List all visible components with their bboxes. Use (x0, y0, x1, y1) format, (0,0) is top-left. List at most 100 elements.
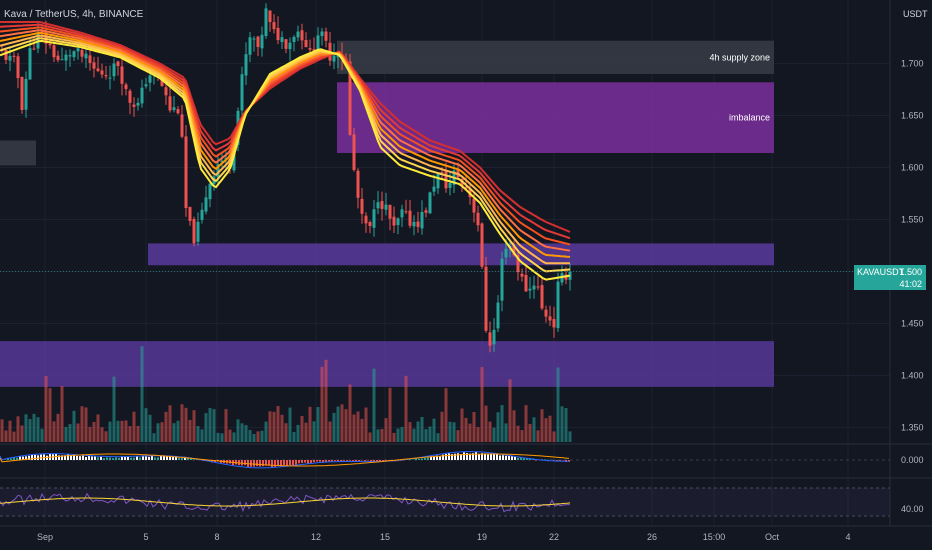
volume-bar (464, 417, 468, 442)
candle (240, 74, 244, 111)
candle (220, 160, 224, 163)
candle (76, 48, 80, 52)
candle (132, 104, 136, 107)
macd-histogram-bar (142, 456, 144, 460)
volume-bar (28, 419, 32, 442)
candle (496, 302, 500, 329)
candle (256, 36, 260, 48)
x-tick-label: 4 (845, 532, 850, 542)
macd-histogram-bar (286, 460, 288, 466)
candle (296, 31, 300, 38)
volume-bar (312, 421, 316, 442)
candle (48, 43, 52, 46)
zone-box (337, 40, 774, 74)
signal-line (0, 453, 570, 467)
ema-line (0, 23, 571, 240)
y-tick-label: 1.450 (901, 318, 924, 328)
macd-histogram-bar (19, 455, 21, 460)
candle (556, 281, 560, 329)
macd-histogram-bar (175, 456, 177, 460)
macd-histogram-bar (526, 458, 528, 460)
volume-bar (412, 428, 416, 442)
macd-histogram-bar (100, 456, 102, 460)
candle (4, 49, 8, 60)
volume-bar (96, 414, 100, 442)
volume-bar (336, 406, 340, 442)
macd-histogram-bar (187, 457, 189, 460)
candle (104, 75, 108, 77)
candle (200, 209, 204, 220)
macd-histogram-bar (484, 453, 486, 460)
symbol-title[interactable]: Kava / TetherUS, 4h, BINANCE (4, 9, 144, 20)
volume-bar (120, 420, 124, 442)
macd-histogram-bar (322, 460, 324, 463)
macd-histogram-bar (241, 460, 243, 466)
volume-bar (160, 422, 164, 442)
candle (336, 55, 340, 58)
y-tick-label: 1.350 (901, 422, 924, 432)
volume-bar (556, 367, 560, 442)
volume-bar (416, 421, 420, 442)
candle (100, 70, 104, 75)
macd-histogram-bar (496, 454, 498, 460)
macd-histogram-bar (343, 460, 345, 461)
volume-bar (492, 427, 496, 442)
volume-bars (0, 346, 572, 442)
volume-bar (68, 424, 72, 442)
macd-histogram-bar (88, 455, 90, 460)
volume-bar (456, 430, 460, 442)
candle (28, 48, 32, 80)
volume-bar (500, 405, 504, 442)
macd-histogram-bar (154, 457, 156, 460)
macd-histogram-bar (421, 458, 423, 460)
volume-bar (472, 412, 476, 442)
volume-bar (72, 410, 76, 442)
macd-histogram-bar (346, 460, 348, 461)
candle (364, 215, 368, 224)
candle (124, 84, 128, 90)
volume-bar (560, 406, 564, 442)
candle (464, 186, 468, 189)
x-tick-label: 15:00 (703, 532, 726, 542)
volume-bar (136, 425, 140, 442)
volume-bar (44, 375, 48, 442)
volume-bar (384, 418, 388, 442)
volume-bar (48, 388, 52, 442)
macd-pane (0, 443, 932, 469)
macd-histogram-bar (265, 460, 267, 466)
rsi-pane (0, 477, 932, 517)
volume-bar (36, 417, 40, 442)
candle (148, 75, 152, 83)
macd-histogram-bar (97, 457, 99, 460)
macd-histogram-bar (283, 460, 285, 465)
macd-histogram-bar (304, 460, 306, 463)
candle (368, 222, 372, 226)
candle (516, 254, 520, 273)
macd-histogram-bar (163, 456, 165, 460)
candle (484, 266, 488, 331)
macd-histogram-bar (64, 455, 66, 460)
volume-bar (296, 424, 300, 442)
volume-bar (304, 422, 308, 442)
macd-histogram-bar (274, 460, 276, 467)
candle (540, 285, 544, 309)
volume-bar (440, 411, 444, 442)
macd-histogram-bar (499, 455, 501, 460)
volume-bar (248, 429, 252, 442)
macd-histogram-bar (301, 460, 303, 463)
macd-histogram-bar (292, 460, 294, 466)
x-tick-label: 22 (549, 532, 559, 542)
candle (192, 219, 196, 244)
macd-histogram-bar (34, 454, 36, 460)
macd-histogram-bar (433, 456, 435, 460)
volume-bar (20, 425, 24, 442)
candle (248, 37, 252, 55)
volume-bar (444, 388, 448, 442)
macd-histogram-bar (439, 456, 441, 460)
ema-line (0, 39, 571, 281)
candle (88, 55, 92, 63)
macd-histogram-bar (25, 456, 27, 460)
volume-bar (240, 423, 244, 442)
volume-bar (264, 421, 268, 442)
